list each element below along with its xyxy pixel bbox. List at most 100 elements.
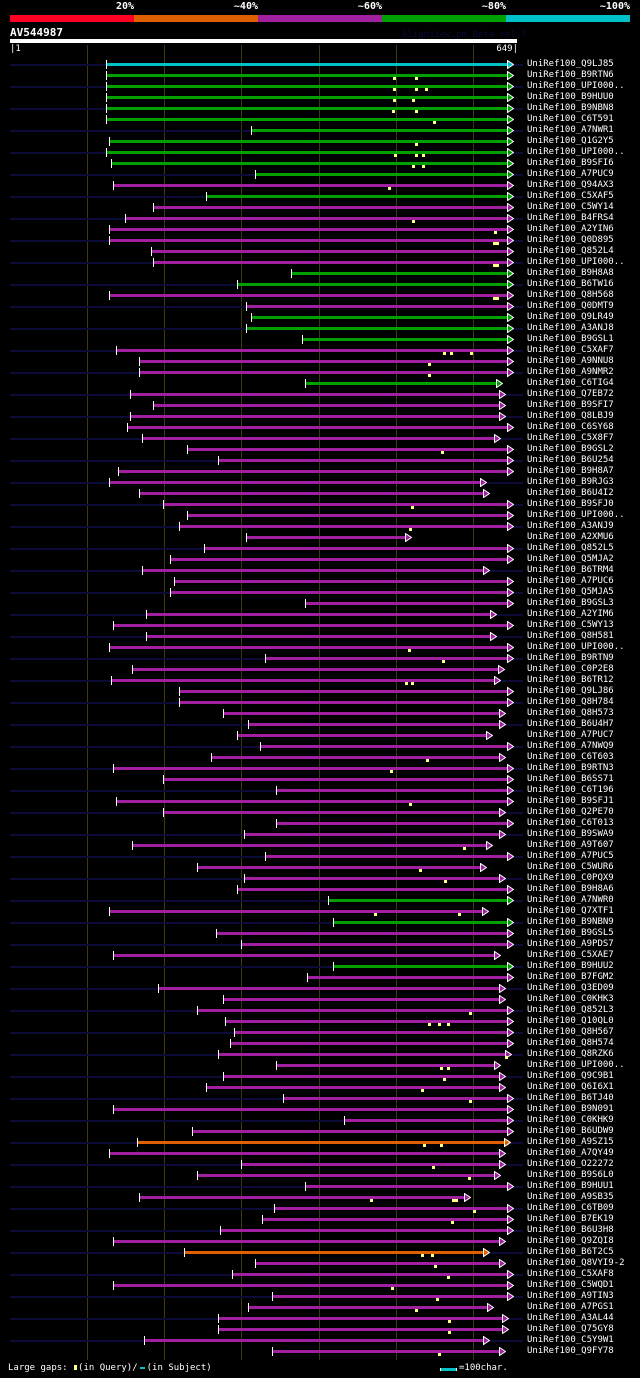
hit-bar[interactable] xyxy=(276,822,507,825)
alignment-row[interactable]: UniRef100_A3ANJ8 xyxy=(0,323,640,334)
alignment-row[interactable]: UniRef100_Q8H568 xyxy=(0,290,640,301)
hit-bar[interactable] xyxy=(141,569,484,572)
hit-label[interactable]: UniRef100_A7PUC7 xyxy=(527,730,614,740)
hit-label[interactable]: UniRef100_B6TRM4 xyxy=(527,565,614,575)
hit-label[interactable]: UniRef100_B9SWA9 xyxy=(527,829,614,839)
alignment-row[interactable]: UniRef100_B6TRM4 xyxy=(0,565,640,576)
hit-bar[interactable] xyxy=(127,426,507,429)
hit-bar[interactable] xyxy=(141,437,494,440)
hit-label[interactable]: UniRef100_Q7XTF1 xyxy=(527,906,614,916)
hit-bar[interactable] xyxy=(218,1053,505,1056)
hit-label[interactable]: UniRef100_B9H8A7 xyxy=(527,466,614,476)
hit-bar[interactable] xyxy=(186,448,507,451)
hit-label[interactable]: UniRef100_C5XAF5 xyxy=(527,191,614,201)
hit-label[interactable]: UniRef100_B6UDW9 xyxy=(527,1126,614,1136)
hit-label[interactable]: UniRef100_B9HUU0 xyxy=(527,92,614,102)
alignment-row[interactable]: UniRef100_C5XAF7 xyxy=(0,345,640,356)
alignment-row[interactable]: UniRef100_C0KHK3 xyxy=(0,994,640,1005)
hit-bar[interactable] xyxy=(219,1229,507,1232)
alignment-row[interactable]: UniRef100_C5XAF8 xyxy=(0,1269,640,1280)
hit-label[interactable]: UniRef100_O22272 xyxy=(527,1159,614,1169)
hit-bar[interactable] xyxy=(178,701,507,704)
hit-label[interactable]: UniRef100_C0P2E8 xyxy=(527,664,614,674)
hit-bar[interactable] xyxy=(304,602,507,605)
hit-bar[interactable] xyxy=(273,1207,507,1210)
alignment-row[interactable]: UniRef100_Q9LR49 xyxy=(0,312,640,323)
hit-bar[interactable] xyxy=(108,910,483,913)
hit-label[interactable]: UniRef100_B7FGM2 xyxy=(527,972,614,982)
hit-bar[interactable] xyxy=(196,1174,494,1177)
hit-bar[interactable] xyxy=(108,239,507,242)
hit-label[interactable]: UniRef100_UPI000.. xyxy=(527,1060,625,1070)
hit-bar[interactable] xyxy=(105,107,507,110)
alignment-row[interactable]: UniRef100_B6TW16 xyxy=(0,279,640,290)
hit-bar[interactable] xyxy=(243,833,500,836)
hit-label[interactable]: UniRef100_Q8H784 xyxy=(527,697,614,707)
hit-label[interactable]: UniRef100_B9H8A6 xyxy=(527,884,614,894)
hit-label[interactable]: UniRef100_C5XAF7 xyxy=(527,345,614,355)
hit-label[interactable]: UniRef100_A3AL44 xyxy=(527,1313,614,1323)
hit-bar[interactable] xyxy=(222,1075,500,1078)
hit-label[interactable]: UniRef100_A9SB35 xyxy=(527,1192,614,1202)
hit-label[interactable]: UniRef100_Q9C9B1 xyxy=(527,1071,614,1081)
alignment-row[interactable]: UniRef100_O22272 xyxy=(0,1159,640,1170)
alignment-row[interactable]: UniRef100_B9GSL2 xyxy=(0,444,640,455)
alignment-row[interactable]: UniRef100_B6UDW9 xyxy=(0,1126,640,1137)
alignment-row[interactable]: UniRef100_B9SFI7 xyxy=(0,400,640,411)
alignment-row[interactable]: UniRef100_Q9ZQI8 xyxy=(0,1236,640,1247)
alignment-row[interactable]: UniRef100_Q5MJA5 xyxy=(0,587,640,598)
hit-label[interactable]: UniRef100_C6T196 xyxy=(527,785,614,795)
alignment-row[interactable]: UniRef100_C6TIG4 xyxy=(0,378,640,389)
hit-label[interactable]: UniRef100_Q9ZQI8 xyxy=(527,1236,614,1246)
alignment-row[interactable]: UniRef100_Q852L3 xyxy=(0,1005,640,1016)
hit-label[interactable]: UniRef100_A7NWR0 xyxy=(527,895,614,905)
hit-label[interactable]: UniRef100_B6U4I2 xyxy=(527,488,614,498)
hit-bar[interactable] xyxy=(301,338,507,341)
hit-label[interactable]: UniRef100_B9SFI7 xyxy=(527,400,614,410)
alignment-row[interactable]: UniRef100_C5XAF5 xyxy=(0,191,640,202)
alignment-row[interactable]: UniRef100_Q7EB72 xyxy=(0,389,640,400)
hit-bar[interactable] xyxy=(218,1328,503,1331)
hit-bar[interactable] xyxy=(216,932,507,935)
alignment-row[interactable]: UniRef100_B9GSL1 xyxy=(0,334,640,345)
hit-bar[interactable] xyxy=(276,1064,494,1067)
hit-label[interactable]: UniRef100_A9SZ15 xyxy=(527,1137,614,1147)
hit-label[interactable]: UniRef100_A9NNU8 xyxy=(527,356,614,366)
alignment-row[interactable]: UniRef100_Q8H784 xyxy=(0,697,640,708)
hit-bar[interactable] xyxy=(105,85,507,88)
alignment-row[interactable]: UniRef100_A3AL44 xyxy=(0,1313,640,1324)
hit-bar[interactable] xyxy=(152,206,507,209)
alignment-row[interactable]: UniRef100_C0PQX9 xyxy=(0,873,640,884)
alignment-row[interactable]: UniRef100_Q9C9B1 xyxy=(0,1071,640,1082)
hit-bar[interactable] xyxy=(169,558,507,561)
hit-bar[interactable] xyxy=(196,866,480,869)
hit-label[interactable]: UniRef100_C6T013 xyxy=(527,818,614,828)
hit-bar[interactable] xyxy=(105,96,507,99)
hit-label[interactable]: UniRef100_Q8VYI9-2 xyxy=(527,1258,625,1268)
alignment-row[interactable]: UniRef100_Q7XTF1 xyxy=(0,906,640,917)
alignment-row[interactable]: UniRef100_A9PDS7 xyxy=(0,939,640,950)
hit-bar[interactable] xyxy=(344,1119,507,1122)
hit-bar[interactable] xyxy=(184,1251,484,1254)
hit-label[interactable]: UniRef100_Q2PE70 xyxy=(527,807,614,817)
hit-label[interactable]: UniRef100_A7QY49 xyxy=(527,1148,614,1158)
hit-label[interactable]: UniRef100_B6U3H8 xyxy=(527,1225,614,1235)
hit-bar[interactable] xyxy=(131,668,498,671)
hit-bar[interactable] xyxy=(205,195,507,198)
hit-bar[interactable] xyxy=(145,635,491,638)
hit-bar[interactable] xyxy=(236,734,487,737)
hit-label[interactable]: UniRef100_A9TIN3 xyxy=(527,1291,614,1301)
hit-bar[interactable] xyxy=(232,1273,507,1276)
hit-bar[interactable] xyxy=(250,316,507,319)
alignment-row[interactable]: UniRef100_Q3ED09 xyxy=(0,983,640,994)
alignment-row[interactable]: UniRef100_Q852L4 xyxy=(0,246,640,257)
alignment-row[interactable]: UniRef100_B9HUU0 xyxy=(0,92,640,103)
hit-bar[interactable] xyxy=(196,1009,507,1012)
hit-label[interactable]: UniRef100_C6TB09 xyxy=(527,1203,614,1213)
hit-label[interactable]: UniRef100_Q8H573 xyxy=(527,708,614,718)
hit-bar[interactable] xyxy=(131,844,487,847)
alignment-row[interactable]: UniRef100_A7QY49 xyxy=(0,1148,640,1159)
hit-label[interactable]: UniRef100_B9RTN3 xyxy=(527,763,614,773)
hit-label[interactable]: UniRef100_B9SFI6 xyxy=(527,158,614,168)
alignment-row[interactable]: UniRef100_C6SY68 xyxy=(0,422,640,433)
